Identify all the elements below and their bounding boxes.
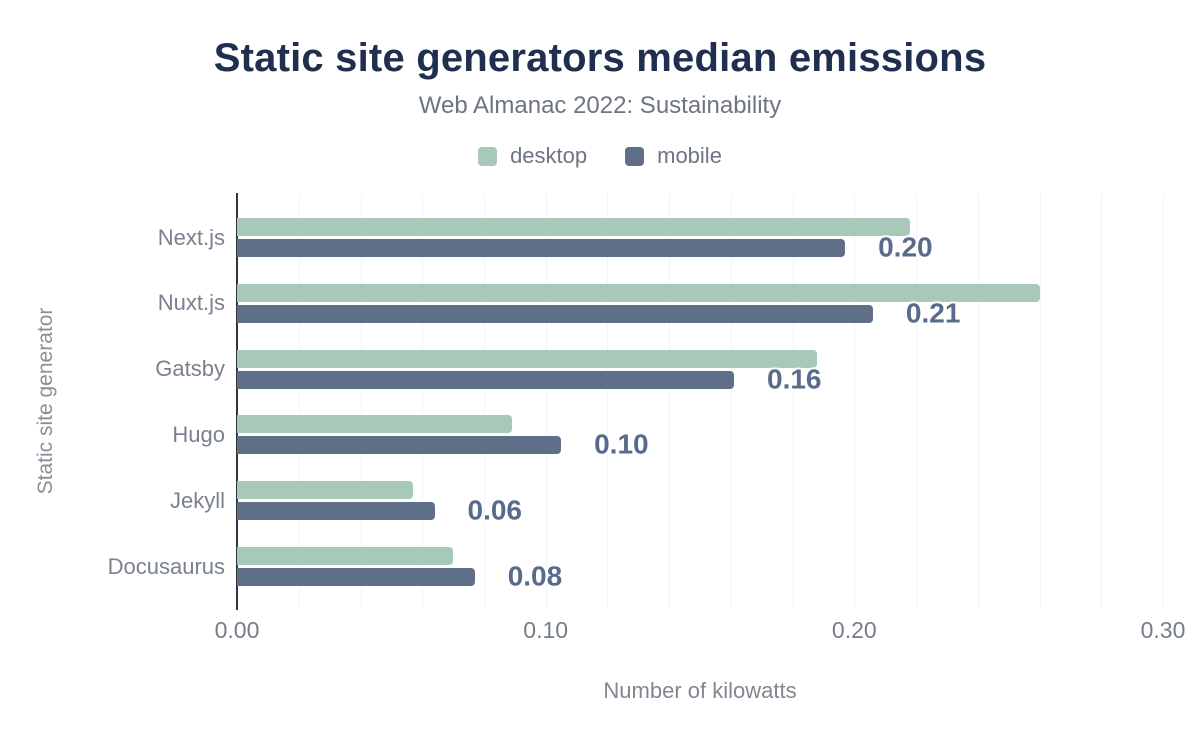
- chart-title: Static site generators median emissions: [213, 36, 987, 80]
- category-label-nuxt-js: Nuxt.js: [157, 290, 225, 316]
- gridline: [1163, 193, 1164, 609]
- x-tick-label-0.10: 0.10: [523, 617, 569, 643]
- category-label-gatsby: Gatsby: [155, 356, 225, 382]
- legend-item-mobile: mobile: [625, 143, 722, 169]
- legend-label-desktop: desktop: [510, 143, 588, 168]
- y-axis-title: Static site generator: [34, 307, 57, 495]
- gridline: [916, 193, 918, 609]
- bar-mobile-hugo: [237, 436, 562, 455]
- x-axis-title: Number of kilowatts: [603, 678, 797, 703]
- bar-mobile-jekyll: [237, 502, 435, 521]
- bar-mobile-next-js: [237, 239, 846, 257]
- gridline: [422, 193, 424, 609]
- gridline: [730, 193, 732, 609]
- gridline: [1101, 193, 1103, 609]
- bar-mobile-nuxt-js: [237, 304, 873, 323]
- data-label-jekyll: 0.06: [467, 494, 523, 526]
- category-label-hugo: Hugo: [172, 421, 225, 447]
- chart-legend: desktop mobile: [0, 143, 1200, 169]
- data-label-nuxt-js: 0.21: [905, 297, 961, 329]
- legend-label-mobile: mobile: [657, 143, 722, 168]
- gridline: [607, 193, 609, 609]
- gridline: [669, 193, 671, 609]
- bar-desktop-next-js: [237, 218, 910, 236]
- bar-desktop-jekyll: [237, 481, 413, 500]
- x-tick-label-0.20: 0.20: [831, 617, 877, 643]
- data-label-docusaurus: 0.08: [507, 560, 563, 592]
- gridline: [977, 193, 979, 609]
- data-label-next-js: 0.20: [878, 231, 933, 263]
- plot-area: 0.20 0.21 0.16 0.10 0.06 0.08: [237, 193, 1164, 609]
- data-label-gatsby: 0.16: [767, 362, 822, 394]
- category-label-next-js: Next.js: [157, 224, 225, 250]
- bar-desktop-hugo: [237, 415, 512, 434]
- category-label-docusaurus: Docusaurus: [107, 553, 225, 579]
- category-label-jekyll: Jekyll: [169, 487, 225, 513]
- legend-item-desktop: desktop: [478, 143, 587, 169]
- x-tick-label-0.30: 0.30: [1140, 617, 1186, 643]
- gridline: [360, 193, 362, 609]
- legend-swatch-desktop: [478, 146, 498, 166]
- gridline: [298, 193, 300, 609]
- data-label-hugo: 0.10: [594, 428, 649, 460]
- legend-swatch-mobile: [625, 146, 645, 166]
- gridline: [792, 193, 794, 609]
- bar-mobile-gatsby: [237, 370, 734, 389]
- bar-mobile-docusaurus: [237, 568, 475, 586]
- gridline: [854, 193, 856, 609]
- bar-desktop-gatsby: [237, 349, 818, 368]
- gridline: [483, 193, 485, 609]
- gridline: [1039, 193, 1041, 609]
- chart-subtitle: Web Almanac 2022: Sustainability: [418, 92, 782, 119]
- bar-desktop-docusaurus: [237, 547, 454, 565]
- gridline: [545, 193, 547, 609]
- bar-desktop-nuxt-js: [237, 283, 1040, 302]
- x-tick-label-0.00: 0.00: [214, 617, 260, 643]
- y-axis-line: [236, 193, 238, 610]
